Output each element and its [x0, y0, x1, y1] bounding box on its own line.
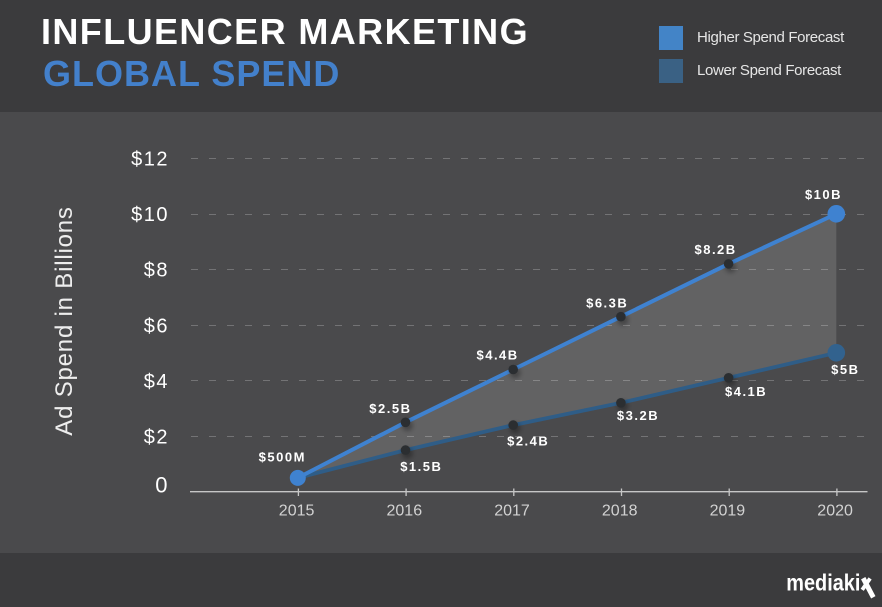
- svg-text:$8.2B: $8.2B: [694, 242, 736, 257]
- svg-text:2017: 2017: [494, 503, 530, 520]
- svg-text:$12: $12: [131, 148, 169, 170]
- svg-text:$4.1B: $4.1B: [725, 384, 767, 399]
- svg-text:2018: 2018: [602, 503, 638, 520]
- svg-text:$2.4B: $2.4B: [507, 434, 549, 449]
- svg-text:$2.5B: $2.5B: [369, 401, 411, 416]
- svg-text:mediaki: mediaki: [786, 570, 860, 596]
- svg-text:$2: $2: [144, 427, 169, 449]
- svg-text:$4: $4: [144, 371, 169, 393]
- svg-text:$3.2B: $3.2B: [617, 408, 659, 423]
- svg-text:2016: 2016: [387, 503, 423, 520]
- svg-text:$6: $6: [144, 315, 169, 337]
- svg-text:$8: $8: [144, 260, 169, 282]
- svg-text:$4.4B: $4.4B: [476, 348, 518, 363]
- svg-text:$500M: $500M: [259, 450, 306, 465]
- svg-text:2020: 2020: [817, 503, 853, 520]
- svg-text:0: 0: [155, 473, 169, 498]
- svg-text:$5B: $5B: [831, 362, 859, 377]
- svg-text:$10B: $10B: [805, 187, 842, 202]
- svg-text:$10: $10: [131, 204, 169, 226]
- svg-text:$6.3B: $6.3B: [586, 296, 628, 311]
- svg-text:2015: 2015: [279, 503, 315, 520]
- svg-text:$1.5B: $1.5B: [400, 459, 442, 474]
- svg-text:2019: 2019: [710, 503, 746, 520]
